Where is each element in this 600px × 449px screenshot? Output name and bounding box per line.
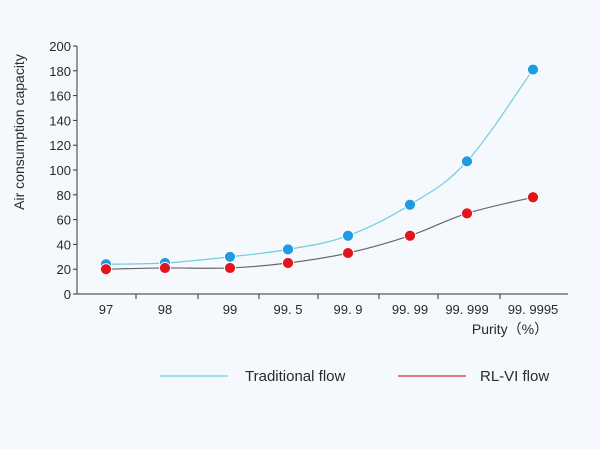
data-point-traditional — [527, 63, 539, 76]
data-point-rlvi — [159, 262, 171, 274]
y-tick-label: 40 — [57, 237, 71, 252]
x-tick-label: 99. 9995 — [508, 302, 559, 317]
x-tick-label: 99. 9 — [334, 302, 363, 317]
y-tick-label: 20 — [57, 262, 71, 277]
x-tick-label: 99. 999 — [445, 302, 488, 317]
y-axis-title: Air consumption capacity — [11, 54, 27, 210]
y-tick-label: 60 — [57, 213, 71, 228]
legend-label-traditional: Traditional flow — [245, 368, 345, 385]
data-point-rlvi — [224, 262, 236, 274]
legend: Traditional flow RL-VI flow — [160, 368, 549, 385]
series-line-traditional — [105, 69, 534, 265]
axes: 0 20 40 60 80 100 120 140 160 180 200 97 98 99 99. 5 99… — [49, 39, 568, 317]
data-point-rlvi — [282, 257, 294, 269]
x-tick-label: 99. 5 — [274, 302, 303, 317]
x-tick-label: 97 — [99, 302, 113, 317]
x-tick-label: 99 — [223, 302, 237, 317]
data-point-rlvi — [527, 191, 539, 204]
data-point-rlvi — [100, 263, 112, 276]
y-tick-label: 120 — [49, 138, 71, 153]
x-tick-label: 99. 99 — [392, 302, 428, 317]
data-point-rlvi — [404, 229, 416, 242]
data-point-rlvi — [342, 247, 354, 259]
legend-label-rlvi: RL-VI flow — [480, 368, 549, 385]
data-point-rlvi — [461, 207, 473, 220]
x-axis-title: Purity（%） — [472, 321, 548, 337]
y-tick-label: 180 — [49, 64, 71, 79]
data-points — [100, 63, 539, 276]
y-tick-label: 0 — [64, 287, 71, 302]
y-tick-label: 80 — [57, 188, 71, 203]
data-point-traditional — [404, 198, 416, 211]
data-point-traditional — [224, 250, 236, 263]
data-point-traditional — [461, 155, 473, 168]
y-tick-label: 200 — [49, 39, 71, 54]
y-tick-label: 100 — [49, 163, 71, 178]
data-point-traditional — [342, 229, 354, 242]
x-tick-label: 98 — [158, 302, 172, 317]
series-lines — [105, 69, 534, 270]
y-tick-label: 160 — [49, 89, 71, 104]
y-tick-label: 140 — [49, 113, 71, 128]
data-point-traditional — [282, 243, 294, 256]
